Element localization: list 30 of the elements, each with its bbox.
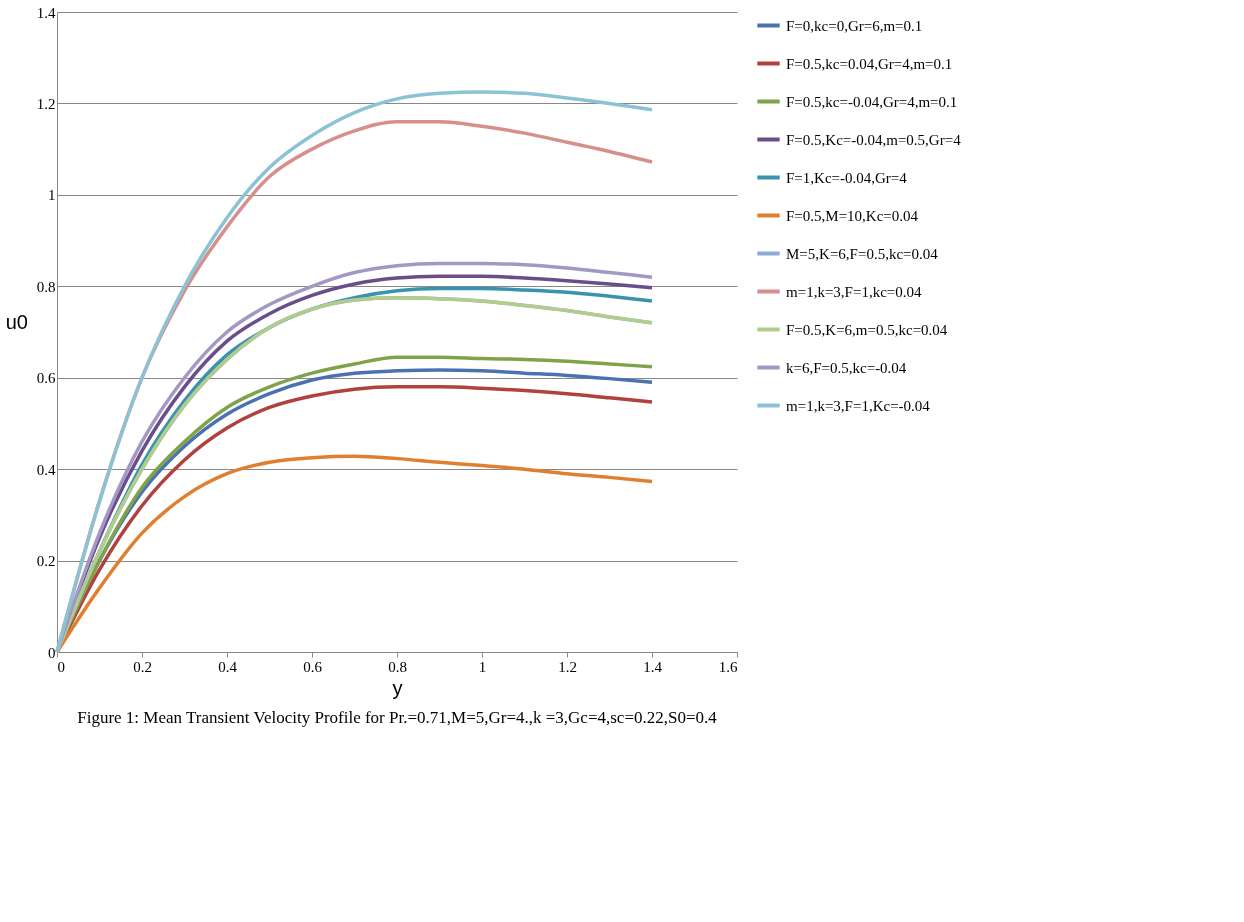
legend-label: m=1,k=3,F=1,kc=0.04 xyxy=(786,283,923,300)
legend-label: F=1,Kc=-0.04,Gr=4 xyxy=(786,169,908,186)
y-tick-label: 0.2 xyxy=(36,553,56,570)
y-tick-label: 1.4 xyxy=(36,4,56,21)
x-tick-label: 0.6 xyxy=(303,658,323,675)
legend-label: F=0.5,K=6,m=0.5,kc=0.04 xyxy=(786,321,948,338)
x-tick-label: 1.4 xyxy=(643,658,663,675)
legend-label: F=0.5,M=10,Kc=0.04 xyxy=(786,207,919,224)
x-tick-label: 1 xyxy=(478,658,487,675)
y-tick-label: 0.4 xyxy=(36,461,56,478)
legend-label: F=0.5,kc=-0.04,Gr=4,m=0.1 xyxy=(786,93,958,110)
y-tick-label: 0 xyxy=(48,644,56,661)
legend-label: F=0.5,Kc=-0.04,m=0.5,Gr=4 xyxy=(786,131,962,148)
legend-label: k=6,F=0.5,kc=-0.04 xyxy=(786,359,907,376)
legend-label: m=1,k=3,F=1,Kc=-0.04 xyxy=(786,397,931,414)
x-tick-label: 0.2 xyxy=(133,658,152,675)
x-axis-title: y xyxy=(392,676,403,699)
legend-label: F=0.5,kc=0.04,Gr=4,m=0.1 xyxy=(786,55,953,72)
x-tick-label: 1.6 xyxy=(718,658,738,675)
y-tick-label: 1.2 xyxy=(36,95,56,112)
x-tick-label: 1.2 xyxy=(558,658,577,675)
y-tick-label: 1 xyxy=(48,187,56,204)
legend-label: F=0,kc=0,Gr=6,m=0.1 xyxy=(786,17,923,34)
y-axis-title: u0 xyxy=(5,310,28,333)
x-tick-label: 0.8 xyxy=(388,658,407,675)
x-tick-label: 0.4 xyxy=(218,658,238,675)
y-tick-label: 0.8 xyxy=(36,278,56,295)
legend-label: M=5,K=6,F=0.5,kc=0.04 xyxy=(786,245,939,262)
y-tick-label: 0.6 xyxy=(36,370,56,387)
caption: Figure 1: Mean Transient Velocity Profile for Pr.=0.71,M=5,Gr=4.,k =3,Gc=4,sc=0.22,S0=0.4 xyxy=(77,708,718,727)
